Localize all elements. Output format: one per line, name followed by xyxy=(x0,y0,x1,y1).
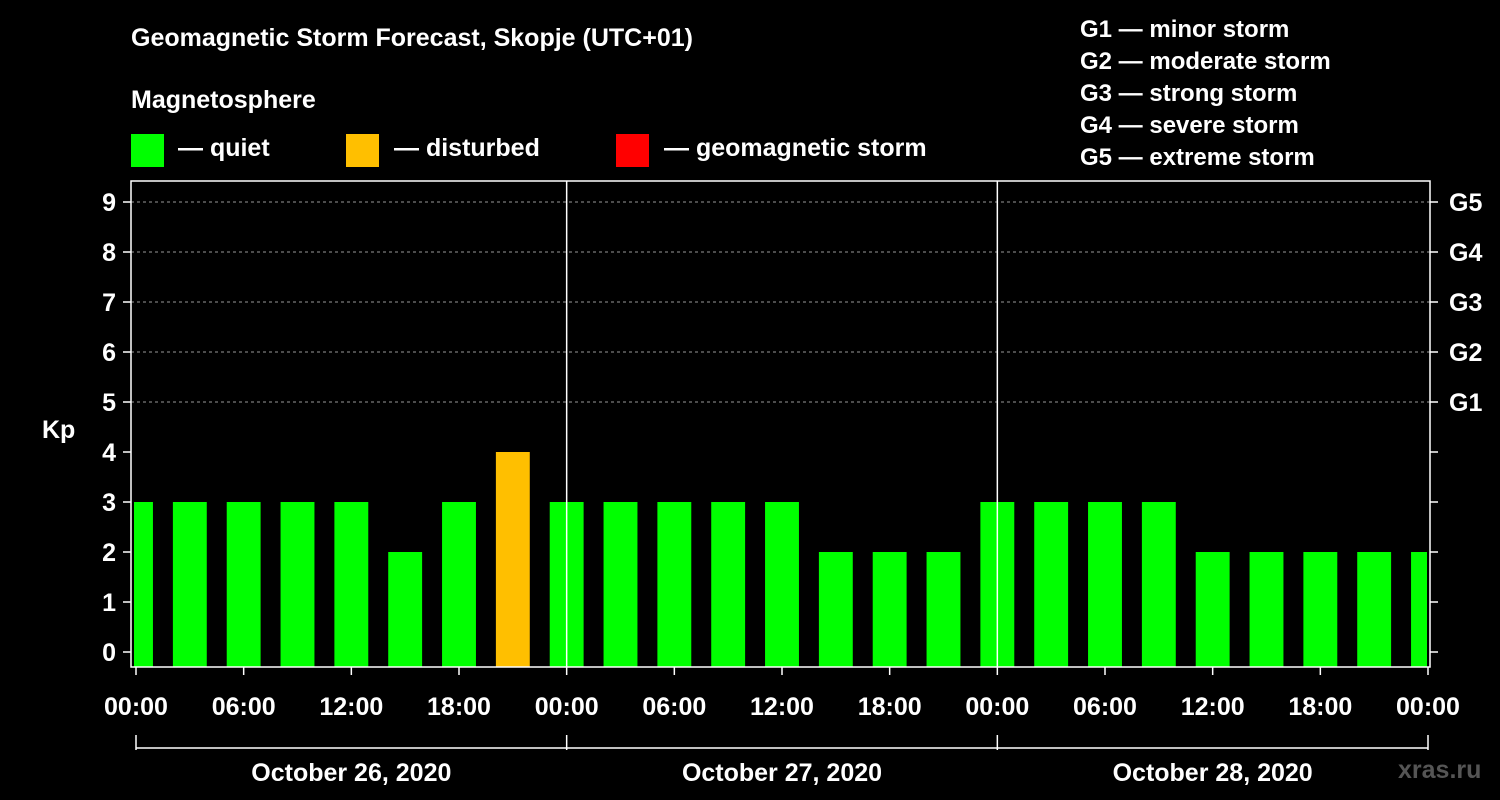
kp-bar-4 xyxy=(334,502,369,667)
kp-bar-14 xyxy=(872,552,907,667)
kp-bar-7 xyxy=(495,452,530,667)
g-label-g4: G4 xyxy=(1449,239,1482,267)
kp-bar-18 xyxy=(1088,502,1122,667)
day-label-1: October 27, 2020 xyxy=(682,759,882,787)
kp-bar-19 xyxy=(1141,502,1176,667)
kp-bar-12 xyxy=(765,502,799,667)
legend-swatch-disturbed xyxy=(346,134,379,167)
chart-title: Geomagnetic Storm Forecast, Skopje (UTC+… xyxy=(131,24,693,52)
g-label-g5: G5 xyxy=(1449,189,1482,217)
kp-bar-9 xyxy=(603,502,638,667)
g-scale-g1: G1 — minor storm xyxy=(1080,16,1290,43)
x-tick-label-12: 00:00 xyxy=(1396,693,1460,721)
x-tick-label-1: 06:00 xyxy=(212,693,276,721)
kp-bar-0 xyxy=(134,502,153,667)
y-tick-label-2: 2 xyxy=(102,539,116,567)
y-tick-label-7: 7 xyxy=(102,289,116,317)
y-axis-label: Kp xyxy=(42,416,75,444)
x-tick-label-5: 06:00 xyxy=(642,693,706,721)
g-label-g3: G3 xyxy=(1449,289,1482,317)
x-tick-label-7: 18:00 xyxy=(858,693,922,721)
x-tick-label-8: 00:00 xyxy=(965,693,1029,721)
kp-bar-3 xyxy=(280,502,315,667)
kp-bar-10 xyxy=(657,502,692,667)
plot-frame xyxy=(130,180,1431,668)
watermark: xras.ru xyxy=(1398,756,1482,784)
y-tick-label-1: 1 xyxy=(102,589,116,617)
y-tick-label-8: 8 xyxy=(102,239,116,267)
g-label-g2: G2 xyxy=(1449,339,1482,367)
kp-bar-15 xyxy=(926,552,961,667)
kp-bar-13 xyxy=(818,552,853,667)
x-tick-label-9: 06:00 xyxy=(1073,693,1137,721)
x-tick-label-4: 00:00 xyxy=(535,693,599,721)
y-tick-label-4: 4 xyxy=(102,439,116,467)
kp-bar-20 xyxy=(1195,552,1230,667)
kp-bar-23 xyxy=(1357,552,1392,667)
y-tick-label-9: 9 xyxy=(102,189,116,217)
g-scale-g3: G3 — strong storm xyxy=(1080,80,1298,107)
x-tick-label-2: 12:00 xyxy=(319,693,383,721)
kp-bar-6 xyxy=(442,502,476,667)
g-scale-g4: G4 — severe storm xyxy=(1080,112,1299,139)
g-scale-g5: G5 — extreme storm xyxy=(1080,144,1315,171)
y-tick-label-6: 6 xyxy=(102,339,116,367)
kp-bar-22 xyxy=(1303,552,1338,667)
g-scale-g2: G2 — moderate storm xyxy=(1080,48,1331,75)
kp-bar-21 xyxy=(1249,552,1284,667)
g-label-g1: G1 xyxy=(1449,389,1482,417)
legend-swatch-storm xyxy=(616,134,649,167)
day-label-2: October 28, 2020 xyxy=(1113,759,1313,787)
y-tick-label-5: 5 xyxy=(102,389,116,417)
legend-label-quiet: — quiet xyxy=(178,134,270,162)
legend-label-storm: — geomagnetic storm xyxy=(664,134,927,162)
x-tick-label-3: 18:00 xyxy=(427,693,491,721)
kp-bar-1 xyxy=(172,502,207,667)
x-tick-label-10: 12:00 xyxy=(1181,693,1245,721)
y-tick-label-0: 0 xyxy=(102,639,116,667)
x-tick-label-11: 18:00 xyxy=(1288,693,1352,721)
kp-bar-17 xyxy=(1034,502,1069,667)
legend-swatch-quiet xyxy=(131,134,164,167)
x-tick-label-6: 12:00 xyxy=(750,693,814,721)
day-label-0: October 26, 2020 xyxy=(251,759,451,787)
chart-subtitle: Magnetosphere xyxy=(131,86,316,114)
kp-bar-5 xyxy=(388,552,423,667)
y-tick-label-3: 3 xyxy=(102,489,116,517)
x-tick-label-0: 00:00 xyxy=(104,693,168,721)
kp-bar-2 xyxy=(226,502,261,667)
legend-label-disturbed: — disturbed xyxy=(394,134,540,162)
kp-bar-24 xyxy=(1411,552,1427,667)
kp-bar-11 xyxy=(711,502,746,667)
